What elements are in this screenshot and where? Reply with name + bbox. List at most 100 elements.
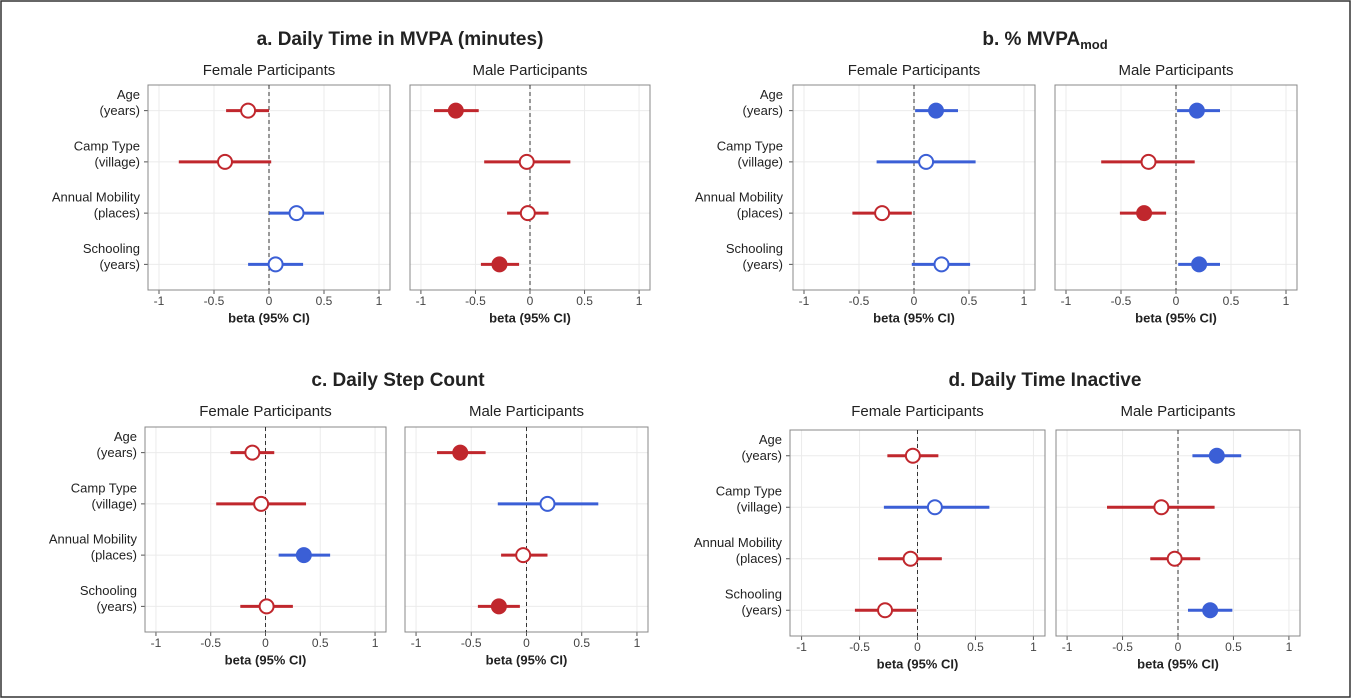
point-estimate [518,153,535,170]
facet-label: Male Participants [469,403,584,420]
category-label: Annual Mobility [695,190,784,205]
facet-label: Male Participants [1118,62,1233,79]
point-estimate [515,547,532,564]
x-tick-label: -1 [796,640,807,654]
x-tick-label: 0 [1175,640,1182,654]
x-tick-label: -1 [154,294,165,308]
x-tick-label: 1 [376,294,383,308]
facet-label: Male Participants [1120,403,1235,420]
x-tick-label: 0 [911,294,918,308]
category-label: (years) [97,445,137,460]
x-tick-label: -1 [411,636,422,650]
x-axis-label: beta (95% CI) [877,656,959,671]
title-text: a. Daily Time in MVPA (minutes) [257,29,544,50]
x-tick-label: -0.5 [849,640,870,654]
facet-label: Female Participants [199,403,332,420]
category-label: (village) [91,496,137,511]
x-axis-label: beta (95% CI) [486,652,568,667]
point-estimate [295,547,312,564]
x-axis-label: beta (95% CI) [489,310,571,325]
category-label: Age [760,87,783,102]
point-estimate [874,205,891,222]
x-axis-label: beta (95% CI) [1135,310,1217,325]
point-estimate [928,102,944,119]
category-label: (places) [94,206,140,221]
x-axis-label: beta (95% CI) [225,652,307,667]
title-text: b. % MVPA [982,29,1080,50]
point-estimate [519,205,536,222]
category-label: (places) [737,206,783,221]
x-tick-label: -0.5 [1111,294,1132,308]
point-estimate [904,447,921,464]
x-tick-label: 1 [1021,294,1028,308]
category-label: (village) [736,500,782,515]
x-tick-label: -0.5 [849,294,870,308]
category-label: Age [114,429,137,444]
x-tick-label: -1 [1061,294,1072,308]
point-estimate [490,598,507,615]
x-tick-label: -0.5 [200,636,221,650]
category-label: (village) [94,154,140,169]
category-label: (places) [736,551,782,566]
x-tick-label: -0.5 [465,294,486,308]
point-estimate [491,256,508,273]
category-label: (years) [742,448,782,463]
point-estimate [240,102,257,119]
x-tick-label: 0.5 [316,294,333,308]
point-estimate [1140,153,1157,170]
category-label: Schooling [80,583,137,598]
x-tick-label: 0.5 [576,294,593,308]
point-estimate [244,444,261,461]
point-estimate [267,256,284,273]
x-tick-label: 0 [262,636,269,650]
point-estimate [877,602,894,619]
point-estimate [918,153,935,170]
x-tick-label: 0.5 [1223,294,1240,308]
x-axis-label: beta (95% CI) [228,310,310,325]
point-estimate [1136,205,1153,222]
point-estimate [1153,499,1170,516]
x-tick-label: 0 [1173,294,1180,308]
title-subscript: mod [1080,37,1108,52]
point-estimate [926,499,943,516]
category-label: Schooling [726,241,783,256]
category-label: Camp Type [71,480,137,495]
x-axis-label: beta (95% CI) [873,310,955,325]
x-tick-label: 0.5 [1225,640,1242,654]
facet-label: Female Participants [851,403,984,420]
facet-label: Female Participants [848,62,981,79]
x-tick-label: -0.5 [204,294,225,308]
x-tick-label: 1 [372,636,379,650]
point-estimate [258,598,275,615]
facet-label: Female Participants [203,62,336,79]
x-tick-label: 0.5 [573,636,590,650]
point-estimate [1191,256,1208,273]
category-label: Schooling [725,587,782,602]
point-estimate [447,102,464,119]
panel-title: a. Daily Time in MVPA (minutes) [257,29,544,50]
x-tick-label: 0.5 [961,294,978,308]
point-estimate [217,153,233,170]
x-tick-label: -1 [1062,640,1073,654]
category-label: (places) [91,548,137,563]
point-estimate [1188,102,1205,119]
x-tick-label: 0.5 [312,636,329,650]
category-label: Annual Mobility [52,190,141,205]
category-label: (village) [737,154,783,169]
x-tick-label: 0 [914,640,921,654]
point-estimate [288,205,305,222]
panel-title: b. % MVPAmod [982,29,1107,52]
x-tick-label: 1 [634,636,641,650]
x-tick-label: -0.5 [461,636,482,650]
title-text: d. Daily Time Inactive [949,370,1142,391]
category-label: (years) [743,103,783,118]
x-tick-label: 0 [523,636,530,650]
x-tick-label: 1 [1283,294,1290,308]
category-label: (years) [100,103,140,118]
category-label: Annual Mobility [49,532,138,547]
panel-title: d. Daily Time Inactive [949,370,1142,391]
x-tick-label: 0.5 [967,640,984,654]
point-estimate [933,256,950,273]
